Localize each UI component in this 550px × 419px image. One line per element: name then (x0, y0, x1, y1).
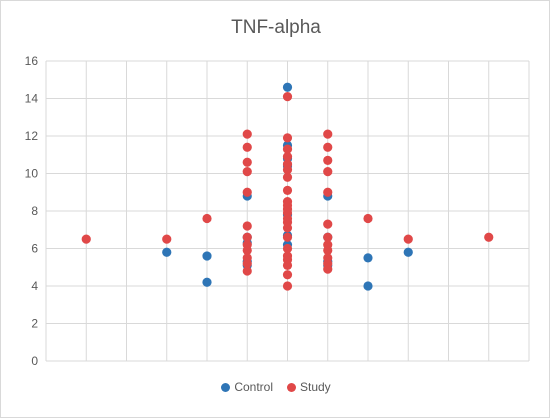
legend-item-study: Study (287, 380, 331, 394)
data-point-study (242, 232, 252, 242)
data-point-study (81, 234, 91, 244)
data-point-study (282, 243, 293, 254)
data-point-study (323, 155, 333, 165)
data-point-control (162, 247, 172, 257)
data-point-control (202, 277, 212, 287)
data-point-study (242, 167, 252, 177)
data-point-study (282, 165, 293, 175)
data-point-study (323, 142, 333, 152)
data-point-study (323, 245, 333, 255)
data-point-study (242, 157, 252, 167)
y-tick-label: 2 (31, 317, 38, 331)
data-point-study (242, 266, 252, 276)
data-point-study (363, 213, 373, 224)
data-point-study (282, 260, 293, 270)
data-point-control (282, 82, 293, 92)
chart-title: TNF-alpha (231, 17, 321, 38)
data-point-study (282, 92, 293, 102)
legend-swatch-control (221, 382, 231, 392)
data-point-study (202, 213, 212, 224)
data-point-study (323, 129, 333, 139)
data-point-control (202, 251, 212, 261)
data-point-study (242, 129, 252, 139)
data-point-study (282, 152, 293, 162)
data-point-control (363, 253, 373, 263)
data-point-study (484, 232, 494, 242)
data-point-study (282, 223, 293, 233)
data-point-study (162, 234, 172, 244)
legend-label-study: Study (300, 380, 331, 394)
legend-item-control: Control (221, 380, 273, 394)
data-point-study (282, 144, 293, 154)
data-point-control (363, 281, 373, 291)
data-point-study (242, 221, 252, 231)
data-point-study (282, 133, 293, 143)
data-point-study (323, 219, 333, 229)
y-tick-label: 4 (31, 279, 38, 293)
legend: Control Study (1, 380, 550, 394)
data-point-study (403, 234, 413, 244)
y-tick-label: 10 (25, 167, 39, 181)
data-point-study (323, 232, 333, 242)
legend-label-control: Control (234, 380, 273, 394)
y-tick-label: 0 (31, 354, 38, 368)
data-point-study (282, 185, 293, 195)
data-point-study (282, 270, 293, 280)
y-tick-label: 16 (25, 54, 39, 68)
y-tick-label: 12 (25, 129, 39, 143)
y-tick-label: 14 (25, 92, 39, 106)
data-point-study (323, 187, 333, 197)
data-point-study (282, 281, 293, 291)
data-point-study (323, 264, 333, 274)
data-point-study (242, 258, 252, 269)
y-tick-label: 8 (31, 204, 38, 218)
data-point-study (282, 232, 293, 242)
data-point-study (323, 167, 333, 177)
data-point-study (242, 142, 252, 152)
legend-swatch-study (287, 382, 296, 392)
data-point-control (403, 247, 413, 257)
data-point-study (282, 172, 293, 182)
data-point-study (242, 245, 252, 255)
y-tick-label: 6 (31, 242, 38, 256)
data-point-study (242, 187, 252, 197)
